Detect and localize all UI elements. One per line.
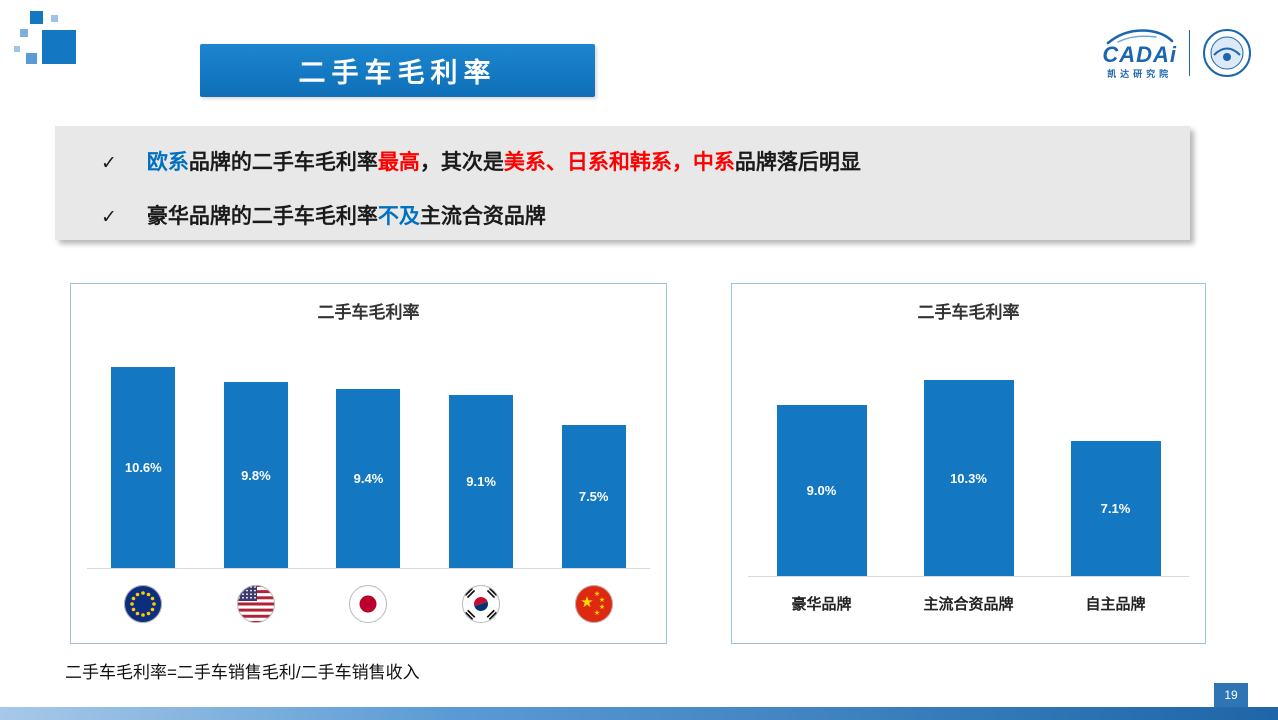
chart-margin-by-origin: 二手车毛利率 10.6% 9.8% 9.4% 9.1% 7.5% ★ ★ ★ ★ ★: [70, 283, 667, 644]
cadai-subtitle: 凯达研究院: [1107, 69, 1173, 79]
chart-title: 二手车毛利率: [317, 303, 420, 322]
svg-text:★: ★: [580, 593, 593, 611]
bar-value-label: 10.3%: [950, 470, 987, 486]
logo-area: CADAi 凯达研究院: [1102, 26, 1252, 79]
text-segment: 品牌落后明显: [734, 151, 861, 174]
institute-emblem-icon: [1203, 28, 1251, 77]
bottom-accent-bar: [0, 707, 1278, 720]
japan-flag-icon: [312, 584, 425, 624]
deco-square: [42, 30, 76, 64]
category-label: 主流合资品牌: [923, 595, 1014, 613]
svg-text:★: ★: [599, 603, 605, 611]
formula-note: 二手车毛利率=二手车销售毛利/二手车销售收入: [65, 663, 420, 682]
chart-title: 二手车毛利率: [917, 303, 1020, 322]
category-label: 自主品牌: [1085, 595, 1146, 613]
deco-square: [26, 53, 37, 64]
bullet-point-1: ✓ 欧系品牌的二手车毛利率最高，其次是美系、日系和韩系，中系品牌落后明显: [101, 146, 1190, 176]
text-segment: 主流合资品牌: [419, 205, 546, 228]
svg-text:★: ★: [599, 596, 605, 604]
text-segment: 美系、日系和韩系，中系: [503, 151, 735, 174]
bar-plot-area: 9.0% 10.3% 7.1%: [748, 324, 1189, 577]
deco-square: [20, 29, 28, 37]
bar-主流合资品牌: 10.3%: [923, 380, 1014, 576]
category-axis: ★ ★ ★ ★ ★: [87, 569, 650, 639]
text-segment: 最高: [377, 151, 420, 174]
usa-flag-icon: [200, 584, 313, 624]
chart-margin-by-brand-type: 二手车毛利率 9.0% 10.3% 7.1% 豪华品牌 主流合资品牌 自主品牌: [731, 283, 1206, 644]
page-number: 19: [1214, 683, 1248, 707]
check-icon: ✓: [101, 153, 117, 174]
bar-value-label: 9.0%: [806, 483, 837, 498]
svg-text:★: ★: [594, 609, 600, 617]
bar-value-label: 9.8%: [241, 467, 271, 483]
text-segment: 不及: [377, 205, 420, 228]
cadai-logo: CADAi 凯达研究院: [1102, 26, 1177, 79]
bar-value-label: 7.1%: [1100, 501, 1131, 516]
category-axis: 豪华品牌 主流合资品牌 自主品牌: [748, 577, 1189, 629]
bar-value-label: 10.6%: [124, 460, 162, 475]
bar-豪华品牌: 9.0%: [776, 405, 867, 576]
bar-value-label: 7.5%: [578, 489, 609, 504]
category-label: 豪华品牌: [791, 595, 852, 613]
bar-韩系: 9.1%: [449, 395, 514, 568]
text-segment: 品牌的二手车毛利率: [188, 151, 378, 174]
check-icon: ✓: [101, 207, 117, 228]
deco-square: [30, 11, 43, 24]
cadai-wordmark: CADAi: [1102, 42, 1177, 67]
slide-title: 二手车毛利率: [298, 58, 497, 88]
bar-美系: 9.8%: [223, 382, 288, 568]
deco-square: [14, 46, 20, 52]
eu-flag-icon: [87, 584, 200, 624]
korea-flag-icon: [425, 584, 538, 624]
bar-欧系: 10.6%: [111, 367, 176, 568]
bar-自主品牌: 7.1%: [1070, 441, 1161, 576]
deco-square: [51, 15, 58, 22]
text-segment: 豪华品牌的二手车毛利率: [146, 205, 378, 228]
car-swoosh-icon: [1106, 29, 1173, 45]
slide-title-banner: 二手车毛利率: [200, 44, 595, 97]
logo-divider: [1189, 29, 1190, 76]
bar-中系: 7.5%: [561, 425, 626, 568]
bullet-point-2: ✓ 豪华品牌的二手车毛利率不及主流合资品牌: [101, 200, 1190, 230]
bar-plot-area: 10.6% 9.8% 9.4% 9.1% 7.5%: [87, 324, 650, 569]
bar-日系: 9.4%: [336, 389, 401, 568]
bullet-text: 豪华品牌的二手车毛利率不及主流合资品牌: [147, 200, 546, 230]
bar-value-label: 9.4%: [353, 471, 384, 486]
bullet-text: 欧系品牌的二手车毛利率最高，其次是美系、日系和韩系，中系品牌落后明显: [147, 146, 861, 176]
bar-value-label: 9.1%: [466, 474, 496, 489]
svg-text:★: ★: [594, 590, 600, 598]
text-segment: ，其次是: [419, 151, 504, 174]
china-flag-icon: ★ ★ ★ ★ ★: [537, 584, 650, 624]
text-segment: 欧系: [146, 151, 189, 174]
key-points-box: ✓ 欧系品牌的二手车毛利率最高，其次是美系、日系和韩系，中系品牌落后明显 ✓ 豪…: [55, 126, 1190, 240]
